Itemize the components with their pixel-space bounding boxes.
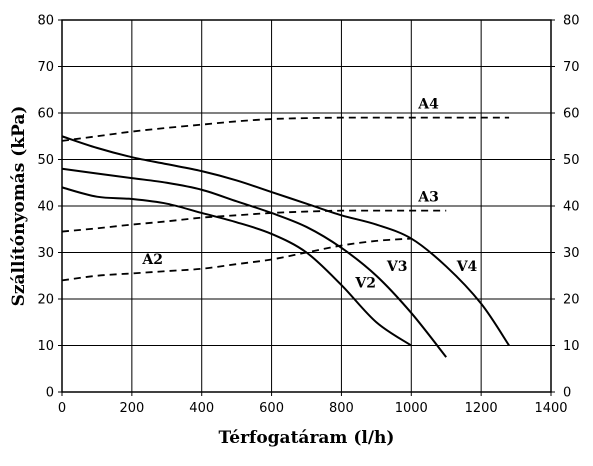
series-labels: A4 A3 A2 V2 V3 V4 (141, 96, 477, 291)
series-label-v2: V2 (354, 275, 376, 291)
series-label-v3: V3 (386, 259, 408, 275)
y-tick-label: 50 (37, 153, 54, 168)
y-tick-label: 20 (37, 293, 54, 308)
y-tick-label: 60 (37, 107, 54, 122)
x-tick-label: 1200 (465, 401, 498, 416)
right-y-tick-label: 80 (563, 14, 580, 29)
right-y-tick-label: 60 (563, 107, 580, 122)
series-label-a3: A3 (417, 189, 439, 205)
y-tick-label: 30 (37, 246, 54, 261)
x-tick-label: 0 (58, 401, 66, 416)
x-tick-label: 1400 (534, 401, 567, 416)
y-tick-label: 10 (37, 339, 54, 354)
x-tick-label: 1000 (395, 401, 428, 416)
right-y-tick-label: 0 (563, 386, 571, 401)
series-line-a4 (61, 116, 510, 142)
right-y-tick-labels: 0 10 20 30 40 50 60 70 80 (551, 14, 580, 401)
x-tick-label: 600 (259, 401, 284, 416)
right-y-tick-label: 50 (563, 153, 580, 168)
series-label-a4: A4 (417, 96, 439, 112)
right-y-tick-label: 40 (563, 200, 580, 215)
x-tick-label: 200 (119, 401, 144, 416)
series-line-v3 (61, 167, 447, 358)
series-line-a3 (61, 209, 447, 233)
right-y-tick-label: 70 (563, 60, 580, 75)
series-label-v4: V4 (456, 259, 478, 275)
x-tick-label: 800 (329, 401, 354, 416)
series-line-a2 (61, 237, 412, 282)
right-y-tick-label: 10 (563, 339, 580, 354)
x-axis-title: Térfogatáram (l/h) (219, 428, 395, 448)
y-tick-label: 40 (37, 200, 54, 215)
grid-lines (61, 19, 552, 393)
y-tick-label: 0 (46, 386, 54, 401)
series-label-a2: A2 (141, 252, 163, 268)
x-tick-label: 400 (189, 401, 214, 416)
right-y-tick-label: 30 (563, 246, 580, 261)
series-lines (61, 116, 510, 358)
y-tick-label: 70 (37, 60, 54, 75)
right-y-tick-label: 20 (563, 293, 580, 308)
y-tick-label: 80 (37, 14, 54, 29)
series-line-v2 (61, 186, 412, 347)
x-tick-labels: 0 200 400 600 800 1000 1200 1400 (58, 392, 568, 416)
series-line-v4 (61, 135, 510, 347)
y-axis-title: Szállítónyomás (kPa) (9, 106, 29, 307)
y-tick-labels: 0 10 20 30 40 50 60 70 80 (37, 14, 62, 401)
